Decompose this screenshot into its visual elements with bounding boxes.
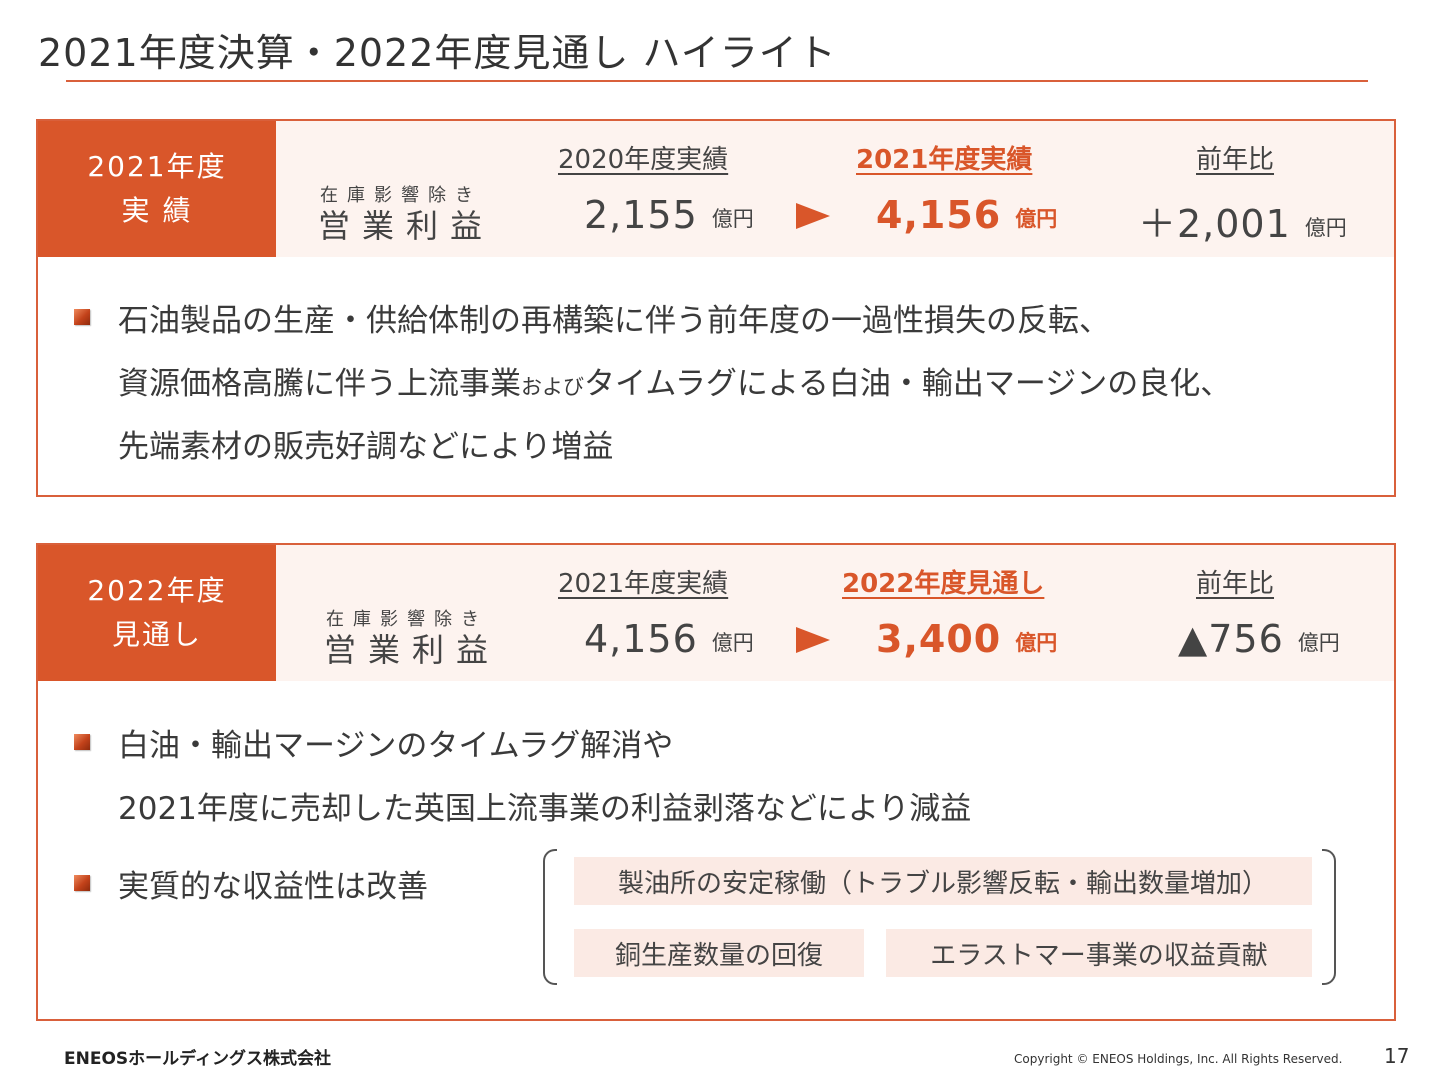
tag-line-2: 見通し bbox=[111, 618, 202, 651]
bullet-text-line: 2021年度に売却した英国上流事業の利益剥落などにより減益 bbox=[118, 791, 972, 827]
copyright-text: Copyright © ENEOS Holdings, Inc. All Rig… bbox=[1014, 1052, 1343, 1066]
page-title: 2021年度決算・2022年度見通し ハイライト bbox=[38, 31, 837, 75]
col-current-year-value: 4,156 億円 bbox=[876, 193, 1058, 237]
arrow-right-icon bbox=[796, 203, 830, 229]
forecast-2022-panel: 2022年度 見通し 在庫影響除き 営業利益 2021年度実績 4,156 億円 … bbox=[36, 543, 1396, 1021]
unit-label: 億円 bbox=[711, 631, 754, 655]
unit-label: 億円 bbox=[1015, 207, 1058, 231]
col-yoy-head: 前年比 bbox=[1196, 569, 1275, 599]
metric-name: 営業利益 bbox=[318, 207, 495, 245]
col-prior-year-value: 4,156 億円 bbox=[584, 617, 754, 661]
col-current-year-head: 2021年度実績 bbox=[856, 145, 1033, 175]
page-number: 17 bbox=[1384, 1044, 1410, 1068]
col-prior-year-head: 2020年度実績 bbox=[558, 145, 729, 175]
tag-line-1: 2021年度 bbox=[87, 150, 227, 183]
section-tag: 2022年度 見通し bbox=[38, 545, 276, 681]
unit-label: 億円 bbox=[711, 207, 754, 231]
col-prior-year-head: 2021年度実績 bbox=[558, 569, 729, 599]
bullet-text-line: 石油製品の生産・供給体制の再構築に伴う前年度の一過性損失の反転、 bbox=[118, 303, 1110, 339]
arrow-right-icon bbox=[796, 627, 830, 653]
right-bracket bbox=[1322, 849, 1336, 985]
col-forecast-head: 2022年度見通し bbox=[842, 569, 1045, 599]
unit-label: 億円 bbox=[1297, 631, 1340, 655]
unit-label: 億円 bbox=[1015, 631, 1058, 655]
section-tag: 2021年度 実 績 bbox=[38, 121, 276, 257]
metric-qualifier: 在庫影響除き bbox=[326, 609, 488, 630]
metric-name: 営業利益 bbox=[324, 631, 501, 669]
company-logo: ENEOSホールディングス株式会社 bbox=[64, 1049, 331, 1069]
results-2021-panel: 2021年度 実 績 在庫影響除き 営業利益 2020年度実績 2,155 億円 … bbox=[36, 119, 1396, 497]
bullet-square-icon bbox=[74, 309, 90, 325]
bullet-square-icon bbox=[74, 734, 90, 750]
bullet-square-icon bbox=[74, 875, 90, 891]
col-yoy-value: ＋2,001 億円 bbox=[1138, 202, 1347, 246]
tag-line-1: 2022年度 bbox=[87, 574, 227, 607]
unit-label: 億円 bbox=[1304, 216, 1347, 240]
bullet-text-line: 実質的な収益性は改善 bbox=[118, 869, 428, 905]
bullet-text-line: 白油・輸出マージンのタイムラグ解消や bbox=[118, 728, 674, 764]
improvement-chip: 銅生産数量の回復 bbox=[574, 929, 864, 977]
col-yoy-value: ▲756 億円 bbox=[1178, 617, 1340, 661]
col-forecast-value: 3,400 億円 bbox=[876, 617, 1058, 661]
improvement-chip: エラストマー事業の収益貢献 bbox=[886, 929, 1312, 977]
improvement-chip: 製油所の安定稼働（トラブル影響反転・輸出数量増加） bbox=[574, 857, 1312, 905]
col-prior-year-value: 2,155 億円 bbox=[584, 193, 754, 237]
bullet-text-line: 資源価格高騰に伴う上流事業およびタイムラグによる白油・輸出マージンの良化、 bbox=[118, 366, 1232, 402]
left-bracket bbox=[543, 849, 557, 985]
tag-line-2: 実 績 bbox=[121, 194, 193, 227]
metric-qualifier: 在庫影響除き bbox=[320, 185, 482, 206]
title-divider bbox=[66, 80, 1368, 82]
bullet-text-line: 先端素材の販売好調などにより増益 bbox=[118, 429, 614, 465]
col-yoy-head: 前年比 bbox=[1196, 145, 1275, 175]
